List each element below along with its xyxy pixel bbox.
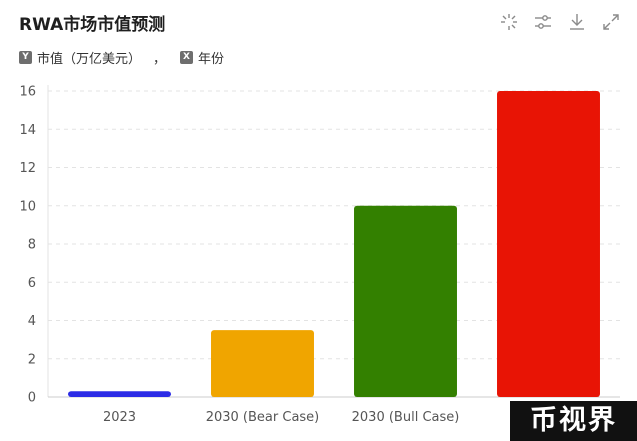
y-tick-label: 0 bbox=[28, 391, 36, 406]
x-tick-label: 2030 (Bull Case) bbox=[352, 410, 460, 425]
y-tick-label: 2 bbox=[28, 352, 36, 367]
fullscreen-icon[interactable] bbox=[601, 12, 621, 32]
chart-title: RWA市场市值预测 bbox=[19, 15, 166, 35]
y-axis-label: 市值（万亿美元） bbox=[37, 52, 142, 67]
x-axis-label: 年份 bbox=[198, 52, 225, 67]
y-tick-label: 10 bbox=[19, 199, 36, 214]
legend-separator: ， bbox=[153, 52, 167, 67]
y-tick-label: 8 bbox=[28, 238, 36, 253]
x-axis-badge: X bbox=[180, 51, 194, 64]
y-tick-label: 16 bbox=[19, 85, 36, 100]
y-tick-label: 6 bbox=[28, 276, 36, 291]
chart-toolbar bbox=[499, 12, 621, 32]
bar bbox=[68, 391, 171, 397]
bar bbox=[497, 91, 600, 397]
filter-icon[interactable] bbox=[533, 12, 553, 32]
watermark-logo: 币视界 bbox=[510, 401, 637, 441]
bar bbox=[211, 330, 314, 397]
select-icon[interactable] bbox=[499, 12, 519, 32]
x-tick-label: 2030 (Bear Case) bbox=[206, 410, 320, 425]
y-axis-badge: Y bbox=[19, 51, 32, 64]
bar bbox=[354, 205, 457, 397]
axis-legend: Y 市值（万亿美元） ， X 年份 bbox=[19, 48, 224, 67]
y-tick-label: 12 bbox=[19, 161, 36, 176]
x-tick-label: 2023 bbox=[103, 410, 136, 425]
y-tick-label: 4 bbox=[28, 314, 36, 329]
y-tick-label: 14 bbox=[19, 123, 36, 138]
download-icon[interactable] bbox=[567, 12, 587, 32]
